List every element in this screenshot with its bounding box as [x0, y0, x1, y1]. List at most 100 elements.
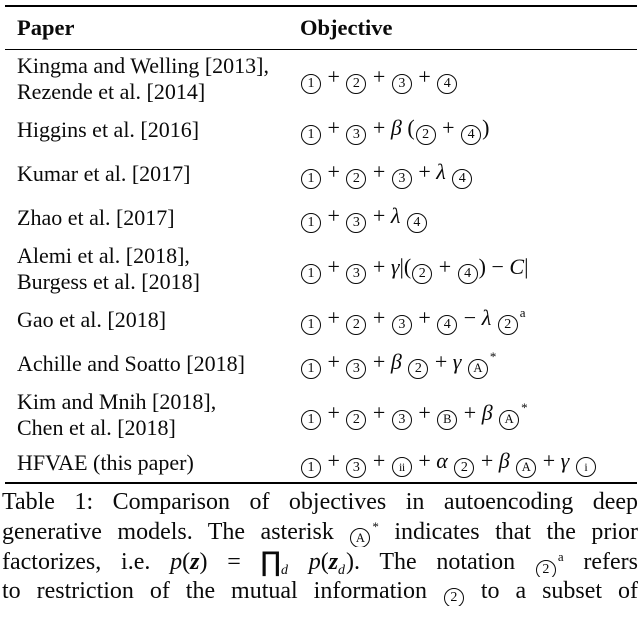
- paper-name-line: Zhao et al. [2017]: [17, 205, 175, 230]
- paper-name-line: Kumar et al. [2017]: [17, 161, 191, 186]
- caption-line: factorizes, i.e. p(z) = ∏d p(zd). The no…: [2, 547, 638, 577]
- math-token: a: [557, 549, 564, 564]
- paper-name-line: Alemi et al. [2018],: [17, 243, 190, 268]
- math-token: +: [322, 447, 346, 473]
- math-token: (: [182, 549, 191, 575]
- math-token: z: [328, 549, 339, 575]
- math-token: +: [412, 447, 437, 473]
- math-token: a: [519, 304, 526, 320]
- circled-term-3: 3: [391, 410, 412, 431]
- caption-line: to restriction of the mutual information…: [2, 577, 638, 606]
- circled-term-2: 2: [346, 315, 367, 336]
- math-token: β: [390, 114, 402, 140]
- circled-term-3: 3: [391, 169, 412, 190]
- circled-term-A: A: [467, 358, 488, 379]
- math-token: +: [367, 114, 391, 140]
- math-token: +: [322, 253, 346, 279]
- circled-term-i: i: [575, 457, 596, 478]
- paper-name-line: Kingma and Welling [2013],: [17, 53, 270, 78]
- math-token: factorizes, i.e.: [2, 549, 171, 575]
- paper-name: Kumar et al. [2017]: [5, 161, 300, 187]
- math-token: +: [322, 114, 346, 140]
- objective-formula: 1 + 2 + 3 + B + β A*: [300, 400, 637, 431]
- math-token: Table 1: Comparison of objectives in aut…: [2, 489, 638, 515]
- math-token: to a subset of: [464, 577, 638, 604]
- paper-name: Achille and Soatto [2018]: [5, 351, 300, 377]
- math-token: γ: [560, 447, 575, 473]
- circled-term-2: 2: [412, 264, 433, 285]
- math-token: to restriction of the mutual information: [2, 577, 443, 604]
- math-token: d: [280, 563, 288, 577]
- circled-term-1: 1: [301, 213, 321, 234]
- circled-term-B: B: [437, 409, 458, 430]
- paper-name: Kingma and Welling [2013], Rezende et al.…: [5, 53, 300, 105]
- circled-term-ii: ii: [391, 457, 412, 478]
- objective-formula: 1 + 3 + λ 4: [300, 203, 637, 234]
- circled-term-3: 3: [346, 458, 367, 479]
- objective-formula: 1 + 2 + 3 + 4 − λ 2a: [300, 305, 637, 336]
- objective-formula: 1 + 3 + β (2 + 4): [300, 115, 637, 146]
- paper-name-line: Rezende et al. [2014]: [17, 79, 206, 104]
- math-token: +: [458, 399, 482, 425]
- math-token: z: [190, 549, 200, 575]
- circled-term-2: 2: [443, 588, 464, 606]
- math-token: p: [308, 549, 321, 575]
- math-token: −: [458, 304, 482, 330]
- circled-term-1: 1: [301, 315, 321, 336]
- table-row: Achille and Soatto [2018] 1 + 3 + β 2 + …: [5, 342, 637, 386]
- circled-term-2: 2: [497, 315, 518, 336]
- table-row: Kim and Mnih [2018], Chen et al. [2018] 1…: [5, 386, 637, 444]
- math-token: +: [322, 63, 346, 89]
- paper-name-line: Gao et al. [2018]: [17, 307, 167, 332]
- math-token: λ: [436, 158, 452, 184]
- math-token: (: [401, 114, 415, 140]
- circled-term-2: 2: [346, 169, 367, 190]
- math-token: +: [367, 158, 391, 184]
- circled-term-4: 4: [457, 264, 478, 285]
- circled-term-3: 3: [391, 74, 412, 95]
- circled-term-1: 1: [301, 458, 321, 479]
- paper-name-line: Chen et al. [2018]: [17, 415, 176, 440]
- math-token: *: [521, 399, 528, 415]
- math-token: +: [367, 304, 391, 330]
- math-token: β: [498, 447, 516, 473]
- circled-term-1: 1: [301, 359, 321, 380]
- circled-term-3: 3: [391, 315, 412, 336]
- math-token: β: [390, 348, 408, 374]
- table-body: Kingma and Welling [2013], Rezende et al.…: [5, 50, 637, 482]
- math-token: *: [372, 518, 379, 534]
- math-token: |: [524, 253, 529, 279]
- math-token: +: [412, 63, 437, 89]
- math-token: p: [170, 549, 183, 575]
- math-token: +: [367, 202, 391, 228]
- math-token: +: [475, 447, 499, 473]
- objective-formula: 1 + 3 + ii + α 2 + β A + γ i: [300, 448, 637, 479]
- math-token: +: [367, 63, 391, 89]
- math-token: +: [322, 399, 346, 425]
- math-token: (: [320, 549, 329, 575]
- paper-name-line: Kim and Mnih [2018],: [17, 389, 217, 414]
- paper-page: Paper Objective Kingma and Welling [2013…: [0, 5, 640, 606]
- circled-term-2: 2: [346, 410, 367, 431]
- math-token: ). The notation: [346, 549, 535, 575]
- circled-term-1: 1: [301, 169, 321, 190]
- math-token: +: [433, 253, 457, 279]
- math-token: ∏: [260, 547, 281, 577]
- table-row: Higgins et al. [2016] 1 + 3 + β (2 + 4): [5, 108, 637, 152]
- math-token: [289, 549, 309, 575]
- caption-line: generative models. The asterisk A* indic…: [2, 518, 638, 547]
- math-token: +: [322, 158, 346, 184]
- table-row: Zhao et al. [2017] 1 + 3 + λ 4: [5, 196, 637, 240]
- math-token: *: [489, 348, 497, 364]
- math-token: λ: [481, 304, 497, 330]
- objective-formula: 1 + 3 + γ|(2 + 4) − C|: [300, 254, 637, 285]
- circled-term-4: 4: [452, 169, 473, 190]
- table-row: Alemi et al. [2018], Burgess et al. [2018…: [5, 240, 637, 298]
- math-token: C: [509, 253, 525, 279]
- math-token: +: [412, 304, 437, 330]
- math-token: ) =: [199, 549, 261, 575]
- paper-name: Gao et al. [2018]: [5, 307, 300, 333]
- circled-term-2: 2: [408, 359, 429, 380]
- circled-term-A: A: [516, 457, 537, 478]
- circled-term-4: 4: [406, 213, 427, 234]
